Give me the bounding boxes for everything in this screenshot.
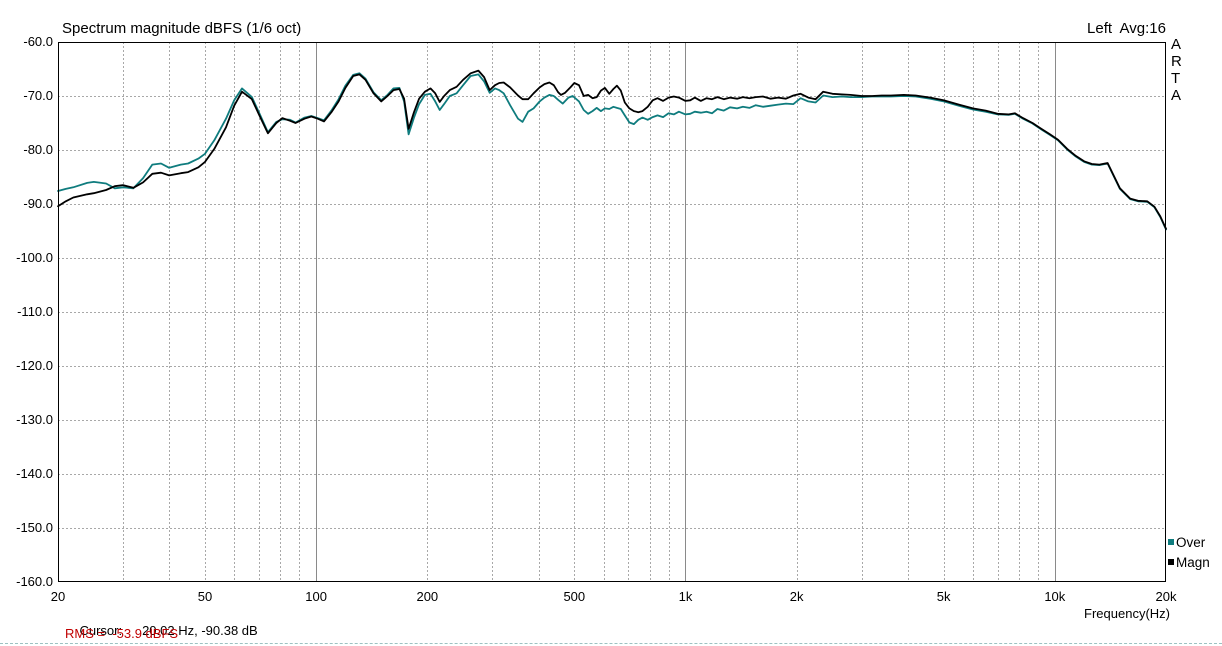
curve-magn	[57, 69, 1167, 230]
watermark-letter: A	[1171, 87, 1182, 104]
x-tick-label: 100	[305, 589, 327, 604]
legend-swatch-icon	[1168, 539, 1174, 545]
legend-label: Over	[1176, 534, 1206, 550]
x-tick-label: 20	[50, 589, 66, 604]
legend-swatch-icon	[1168, 559, 1174, 565]
watermark-letter: R	[1171, 53, 1182, 70]
y-tick-label: -120.0	[16, 358, 53, 373]
x-tick-label: 50	[197, 589, 213, 604]
y-tick-label: -70.0	[23, 88, 53, 103]
plot-border	[58, 42, 1166, 582]
y-tick-label: -100.0	[16, 250, 53, 265]
y-tick-label: -140.0	[16, 466, 53, 481]
cursor-label: Cursor:	[79, 623, 123, 638]
x-tick-label: 20k	[1155, 589, 1177, 604]
cursor-value: 20.02 Hz, -90.38 dB	[142, 623, 258, 638]
cursor-readout: Cursor: 20.02 Hz, -90.38 dB	[65, 608, 258, 646]
x-tick-label: 500	[563, 589, 586, 604]
legend-label: Magn	[1176, 554, 1210, 570]
legend-item-over: Over	[1168, 534, 1205, 550]
y-tick-label: -90.0	[23, 196, 53, 211]
y-tick-label: -160.0	[16, 574, 53, 589]
rms-readout: RMS = -53.9 dBFS	[65, 626, 179, 641]
x-tick-label: 200	[416, 589, 439, 604]
chart-title: Spectrum magnitude dBFS (1/6 oct)	[62, 20, 302, 37]
x-tick-label: 1k	[678, 589, 693, 604]
x-axis-title: Frequency(Hz)	[1084, 606, 1170, 621]
y-tick-label: -150.0	[16, 520, 53, 535]
x-tick-label: 10k	[1044, 589, 1066, 604]
y-tick-label: -80.0	[23, 142, 53, 157]
y-tick-label: -130.0	[16, 412, 53, 427]
channel-averages-label: Left Avg:16	[1087, 20, 1166, 37]
bottom-separator	[0, 643, 1222, 644]
x-tick-label: 2k	[789, 589, 804, 604]
watermark-letter: T	[1171, 70, 1181, 87]
y-tick-label: -110.0	[17, 304, 53, 319]
x-tick-label: 5k	[936, 589, 951, 604]
legend-item-magn: Magn	[1168, 554, 1210, 570]
watermark-letter: A	[1171, 36, 1182, 53]
y-tick-label: -60.0	[23, 34, 53, 49]
